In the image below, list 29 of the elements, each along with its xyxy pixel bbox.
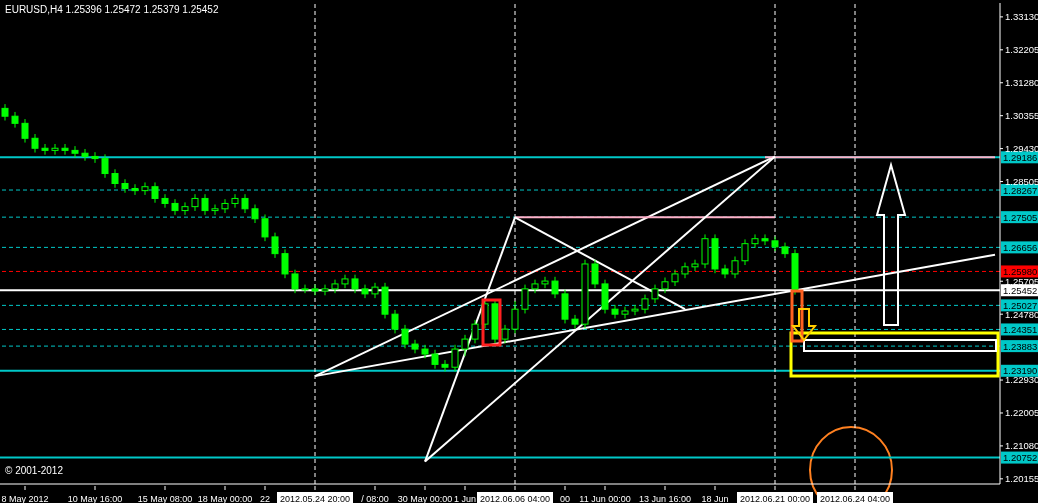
x-tick-label: 18 May 00:00 [197,493,253,503]
x-tick-label: 10 May 16:00 [67,493,123,503]
ref-line-label: 1.26656 [1003,241,1038,253]
x-tick-label: / 08:00 [361,493,389,503]
annotation: © 2001-2012 [5,465,63,476]
ref-line-label: 1.27505 [1003,211,1038,223]
ref-line-label: 1.25980 [1003,265,1038,277]
x-tick-label: 2012.06.06 04:00 [479,493,551,503]
x-tick-label: 22 [259,493,271,503]
x-tick-label: 1 Jun [453,493,477,503]
ref-line-label: 1.29186 [1003,151,1038,163]
x-tick-label: 00 [559,493,571,503]
ref-line-label: 1.24351 [1003,323,1038,335]
ref-line-label: 1.25027 [1003,299,1038,311]
x-tick-label: 15 May 08:00 [137,493,193,503]
ref-line-label: 1.23190 [1003,365,1038,377]
x-tick-label: 18 Jun [701,493,729,503]
x-tick-label: 2012.05.24 20:00 [279,493,351,503]
x-tick-label: 13 Jun 16:00 [638,493,692,503]
x-tick-label: 30 May 00:00 [397,493,453,503]
x-tick-label: 2012.06.24 04:00 [819,493,891,503]
ref-line-label: 1.23883 [1003,340,1038,352]
chart-title: EURUSD,H4 1.25396 1.25472 1.25379 1.25452 [5,4,219,15]
x-tick-label: 8 May 2012 [1,493,49,503]
ref-line-label: 1.25452 [1003,284,1038,296]
x-tick-label: 11 Jun 00:00 [579,493,631,503]
x-tick-label: 2012.06.21 00:00 [739,493,811,503]
ref-line-label: 1.20752 [1003,452,1038,464]
ref-line-label: 1.28267 [1003,184,1038,196]
